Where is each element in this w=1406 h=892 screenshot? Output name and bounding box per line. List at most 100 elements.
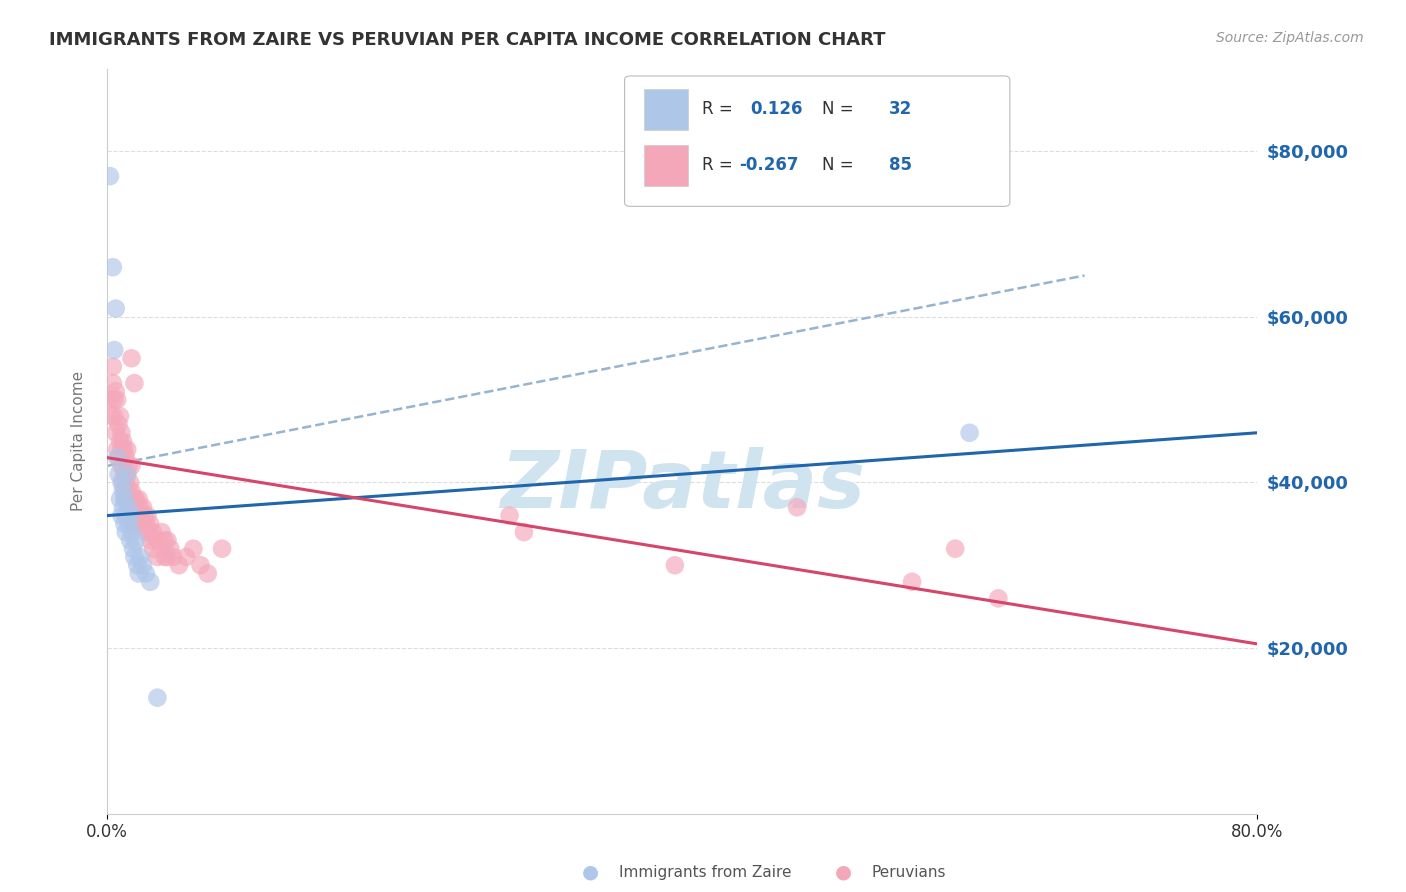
Text: ●: ●	[582, 863, 599, 882]
Point	[110, 458, 132, 473]
Point	[183, 541, 205, 556]
Point	[125, 491, 148, 506]
Point	[197, 566, 219, 581]
Point	[111, 483, 134, 498]
Point	[114, 450, 136, 465]
Point	[513, 525, 536, 540]
Point	[162, 549, 184, 564]
Point	[103, 409, 125, 424]
Point	[98, 169, 121, 183]
Point	[112, 516, 135, 531]
Point	[112, 483, 135, 498]
Point	[110, 508, 132, 523]
Point	[112, 442, 135, 457]
Point	[498, 508, 520, 523]
FancyBboxPatch shape	[644, 89, 688, 130]
Point	[120, 533, 142, 548]
Point	[107, 417, 129, 432]
Text: N =: N =	[823, 101, 859, 119]
Point	[134, 508, 156, 523]
Point	[125, 516, 148, 531]
Point	[124, 508, 146, 523]
Point	[117, 458, 139, 473]
Point	[150, 525, 173, 540]
Point	[943, 541, 966, 556]
Point	[111, 434, 134, 448]
Point	[103, 343, 125, 357]
Point	[104, 425, 127, 440]
Point	[110, 425, 132, 440]
Point	[108, 434, 131, 448]
Point	[101, 260, 124, 275]
Point	[135, 516, 157, 531]
Point	[156, 533, 179, 548]
Point	[138, 525, 160, 540]
Point	[142, 541, 165, 556]
Point	[111, 458, 134, 473]
Point	[139, 516, 162, 531]
Point	[117, 500, 139, 515]
Point	[128, 508, 150, 523]
Point	[121, 525, 143, 540]
Point	[121, 458, 143, 473]
Point	[159, 541, 181, 556]
Point	[124, 549, 146, 564]
Point	[120, 491, 142, 506]
Point	[104, 384, 127, 399]
Point	[115, 442, 138, 457]
Point	[120, 508, 142, 523]
Point	[121, 483, 143, 498]
Point	[987, 591, 1010, 606]
Point	[153, 533, 176, 548]
Text: Source: ZipAtlas.com: Source: ZipAtlas.com	[1216, 31, 1364, 45]
Point	[110, 475, 132, 490]
Text: 0.126: 0.126	[749, 101, 803, 119]
Point	[104, 301, 127, 316]
Point	[114, 508, 136, 523]
Point	[108, 491, 131, 506]
Point	[190, 558, 212, 573]
Point	[132, 500, 155, 515]
Point	[103, 392, 125, 407]
Point	[786, 500, 808, 515]
Point	[146, 549, 169, 564]
Text: R =: R =	[702, 101, 738, 119]
Point	[129, 549, 152, 564]
Point	[115, 467, 138, 482]
Point	[167, 558, 190, 573]
Point	[127, 516, 149, 531]
Point	[122, 500, 145, 515]
Point	[125, 533, 148, 548]
Point	[125, 508, 148, 523]
Point	[112, 491, 135, 506]
Point	[664, 558, 686, 573]
Point	[101, 376, 124, 390]
Text: IMMIGRANTS FROM ZAIRE VS PERUVIAN PER CAPITA INCOME CORRELATION CHART: IMMIGRANTS FROM ZAIRE VS PERUVIAN PER CA…	[49, 31, 886, 49]
Text: 85: 85	[889, 156, 912, 174]
Point	[100, 409, 122, 424]
Point	[115, 491, 138, 506]
Point	[153, 549, 176, 564]
FancyBboxPatch shape	[644, 145, 688, 186]
Point	[107, 467, 129, 482]
Text: ●: ●	[835, 863, 852, 882]
Point	[146, 690, 169, 705]
Point	[122, 541, 145, 556]
Point	[124, 376, 146, 390]
Point	[105, 442, 128, 457]
Point	[111, 475, 134, 490]
Point	[959, 425, 981, 440]
Point	[901, 574, 924, 589]
Point	[127, 558, 149, 573]
Text: ZIPatlas: ZIPatlas	[499, 447, 865, 524]
Point	[120, 475, 142, 490]
Point	[101, 359, 124, 374]
Point	[114, 491, 136, 506]
Point	[127, 500, 149, 515]
Point	[139, 574, 162, 589]
Point	[117, 483, 139, 498]
Point	[117, 516, 139, 531]
Point	[124, 491, 146, 506]
Text: N =: N =	[823, 156, 859, 174]
Point	[121, 351, 143, 366]
